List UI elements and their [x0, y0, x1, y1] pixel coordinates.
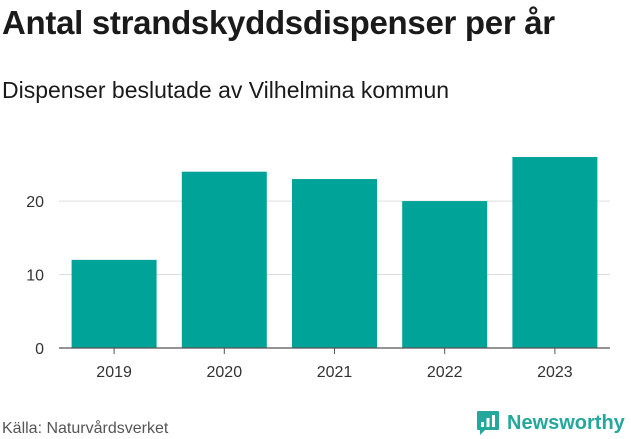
newsworthy-logo-icon: [477, 411, 499, 435]
x-tick-label: 2023: [537, 364, 573, 381]
x-tick-label: 2019: [96, 364, 132, 381]
bar-2023: [512, 157, 598, 348]
y-tick-label: 10: [26, 268, 44, 285]
bar-2021: [292, 179, 377, 348]
brand-name: Newsworthy: [507, 411, 625, 434]
x-tick-label: 2021: [317, 364, 353, 381]
bars: [71, 157, 598, 348]
y-tick-label: 0: [35, 341, 44, 358]
chart-subtitle: Dispenser beslutade av Vilhelmina kommun: [2, 77, 450, 103]
x-tick-label: 2020: [207, 364, 243, 381]
bar-2022: [402, 201, 488, 348]
source-note: Källa: Naturvårdsverket: [2, 420, 169, 437]
y-tick-label: 20: [26, 194, 44, 211]
chart-title: Antal strandskyddsdispenser per år: [2, 4, 555, 41]
axes: 0 10 20 2019 2020 2021 2022 2023: [26, 194, 610, 381]
x-tick-label: 2022: [427, 364, 463, 381]
bar-2019: [71, 259, 157, 348]
bar-2020: [181, 171, 267, 348]
newsworthy-brand[interactable]: Newsworthy: [476, 408, 625, 438]
